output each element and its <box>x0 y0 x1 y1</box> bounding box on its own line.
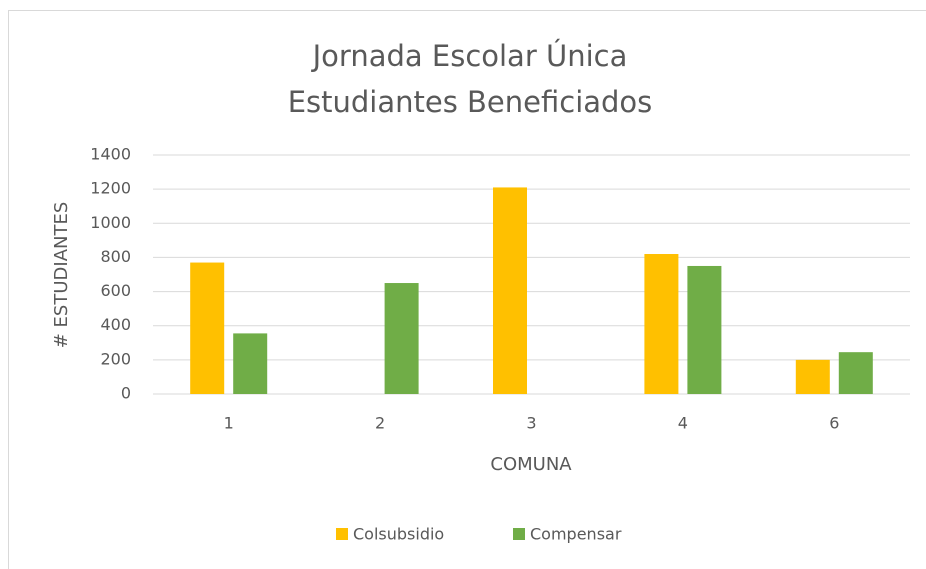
bar <box>795 359 830 394</box>
chart-subtitle: Estudiantes Beneficiados <box>288 85 653 119</box>
y-tick-label: 800 <box>100 247 131 266</box>
y-tick-label: 1200 <box>90 179 131 198</box>
x-tick-label: 2 <box>375 414 385 433</box>
chart-title: Jornada Escolar Única <box>311 39 628 73</box>
x-tick-label: 3 <box>526 414 536 433</box>
y-tick-label: 400 <box>100 315 131 334</box>
chart-border <box>8 10 926 569</box>
legend-label: Compensar <box>530 525 622 544</box>
y-tick-label: 1400 <box>90 145 131 164</box>
x-axis-label: COMUNA <box>490 454 572 475</box>
x-tick-label: 4 <box>678 414 688 433</box>
bar <box>687 265 722 394</box>
bar <box>233 333 268 394</box>
y-tick-label: 600 <box>100 281 131 300</box>
y-axis-label: # ESTUDIANTES <box>51 202 72 349</box>
y-tick-label: 1000 <box>90 213 131 232</box>
bar <box>493 187 527 394</box>
legend-swatch <box>513 528 525 540</box>
y-tick-label: 200 <box>100 349 131 368</box>
legend-label: Colsubsidio <box>353 525 444 544</box>
bar <box>384 283 419 394</box>
x-tick-label: 6 <box>829 414 839 433</box>
x-tick-label: 1 <box>224 414 234 433</box>
y-tick-label: 0 <box>121 384 131 403</box>
bar <box>190 262 225 394</box>
bar <box>838 352 873 394</box>
legend-swatch <box>336 528 348 540</box>
bar <box>644 254 679 394</box>
